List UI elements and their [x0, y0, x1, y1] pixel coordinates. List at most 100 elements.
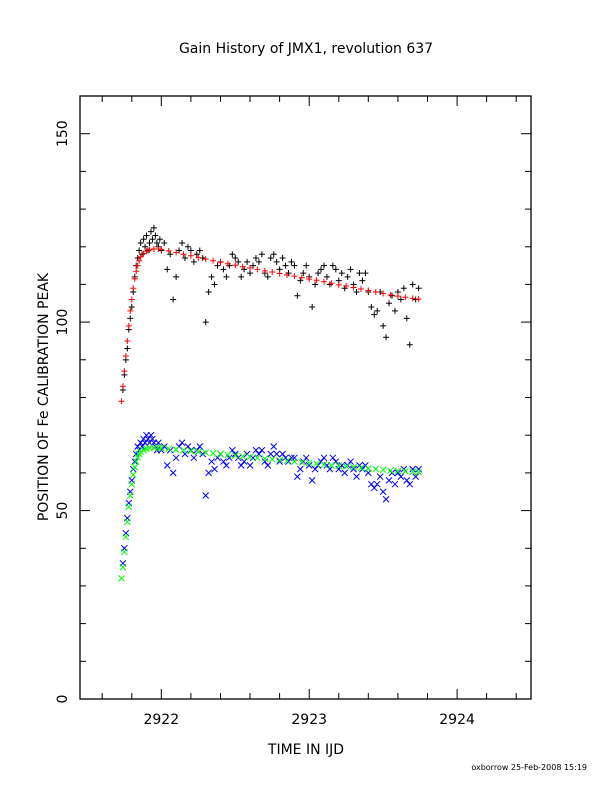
data-point — [409, 295, 416, 302]
data-point — [235, 258, 242, 265]
data-point — [332, 266, 339, 273]
data-point — [412, 473, 420, 480]
data-point — [403, 315, 410, 322]
data-point — [364, 465, 372, 473]
data-point — [146, 246, 153, 253]
data-point — [124, 345, 131, 352]
data-point — [142, 243, 149, 250]
data-point — [269, 269, 276, 276]
data-point — [122, 533, 130, 541]
data-point — [294, 473, 301, 480]
data-point — [258, 251, 265, 258]
data-point — [313, 460, 320, 468]
data-point — [238, 273, 245, 280]
series-0 — [119, 224, 422, 393]
data-point — [385, 477, 393, 484]
data-point — [311, 465, 319, 473]
data-point — [119, 383, 126, 390]
data-point — [276, 458, 283, 465]
x-tick-label: 2924 — [439, 712, 475, 728]
data-point — [409, 281, 416, 288]
data-point — [261, 455, 269, 462]
data-point — [252, 446, 260, 454]
data-point — [139, 251, 146, 258]
data-point — [118, 575, 125, 582]
data-point — [181, 450, 189, 458]
data-point — [309, 304, 316, 311]
data-point — [291, 273, 298, 280]
data-point — [335, 465, 343, 473]
data-point — [356, 270, 363, 277]
data-point — [409, 465, 417, 473]
data-point — [344, 273, 351, 280]
data-point — [205, 288, 212, 295]
data-point — [125, 322, 132, 329]
data-point — [279, 255, 286, 262]
data-point — [294, 292, 301, 299]
data-point — [210, 257, 217, 264]
data-point — [276, 456, 283, 464]
data-point — [214, 262, 221, 269]
data-point — [247, 264, 254, 271]
data-point — [303, 262, 310, 269]
data-point — [126, 492, 134, 499]
data-point — [335, 281, 342, 288]
data-point — [270, 443, 278, 450]
data-point — [406, 480, 414, 488]
data-point — [247, 270, 254, 277]
data-point — [125, 503, 133, 511]
data-point — [187, 247, 194, 254]
data-point — [341, 469, 349, 477]
data-point — [415, 465, 422, 473]
data-point — [137, 239, 144, 246]
data-point — [335, 462, 343, 470]
data-point — [320, 262, 327, 269]
data-point — [149, 236, 156, 243]
data-point — [299, 458, 307, 465]
data-point — [383, 334, 390, 341]
data-point — [391, 480, 399, 488]
data-point — [394, 467, 402, 475]
data-point — [194, 448, 202, 456]
data-point — [391, 307, 398, 314]
data-point — [180, 446, 187, 454]
data-point — [232, 262, 239, 269]
data-point — [372, 465, 380, 473]
data-point — [357, 464, 365, 472]
data-point — [132, 458, 140, 465]
data-point — [118, 398, 125, 405]
data-point — [409, 468, 417, 476]
data-point — [165, 247, 172, 254]
data-point — [223, 273, 230, 280]
data-point — [209, 449, 217, 457]
data-point — [288, 258, 295, 265]
data-point — [350, 465, 357, 473]
data-point — [318, 266, 325, 273]
data-point — [379, 488, 387, 496]
x-tick-label: 2922 — [143, 712, 179, 728]
data-point — [273, 258, 280, 265]
data-point — [380, 290, 387, 297]
data-point — [382, 495, 390, 503]
data-point — [146, 239, 153, 246]
data-point — [136, 257, 143, 264]
data-point — [359, 277, 366, 284]
data-point — [300, 270, 307, 277]
data-point — [284, 272, 291, 279]
series-2 — [119, 431, 422, 567]
data-point — [296, 465, 304, 473]
data-point — [400, 285, 407, 292]
plot-frame — [79, 95, 532, 700]
data-point — [374, 307, 381, 314]
data-point — [172, 446, 180, 453]
data-point — [187, 446, 195, 454]
data-point — [202, 256, 209, 263]
data-point — [320, 278, 327, 285]
data-point — [224, 451, 232, 459]
data-point — [229, 251, 236, 258]
data-point — [124, 337, 131, 344]
data-point — [173, 273, 180, 280]
data-point — [220, 458, 227, 465]
data-point — [232, 255, 239, 262]
data-point — [121, 548, 128, 556]
